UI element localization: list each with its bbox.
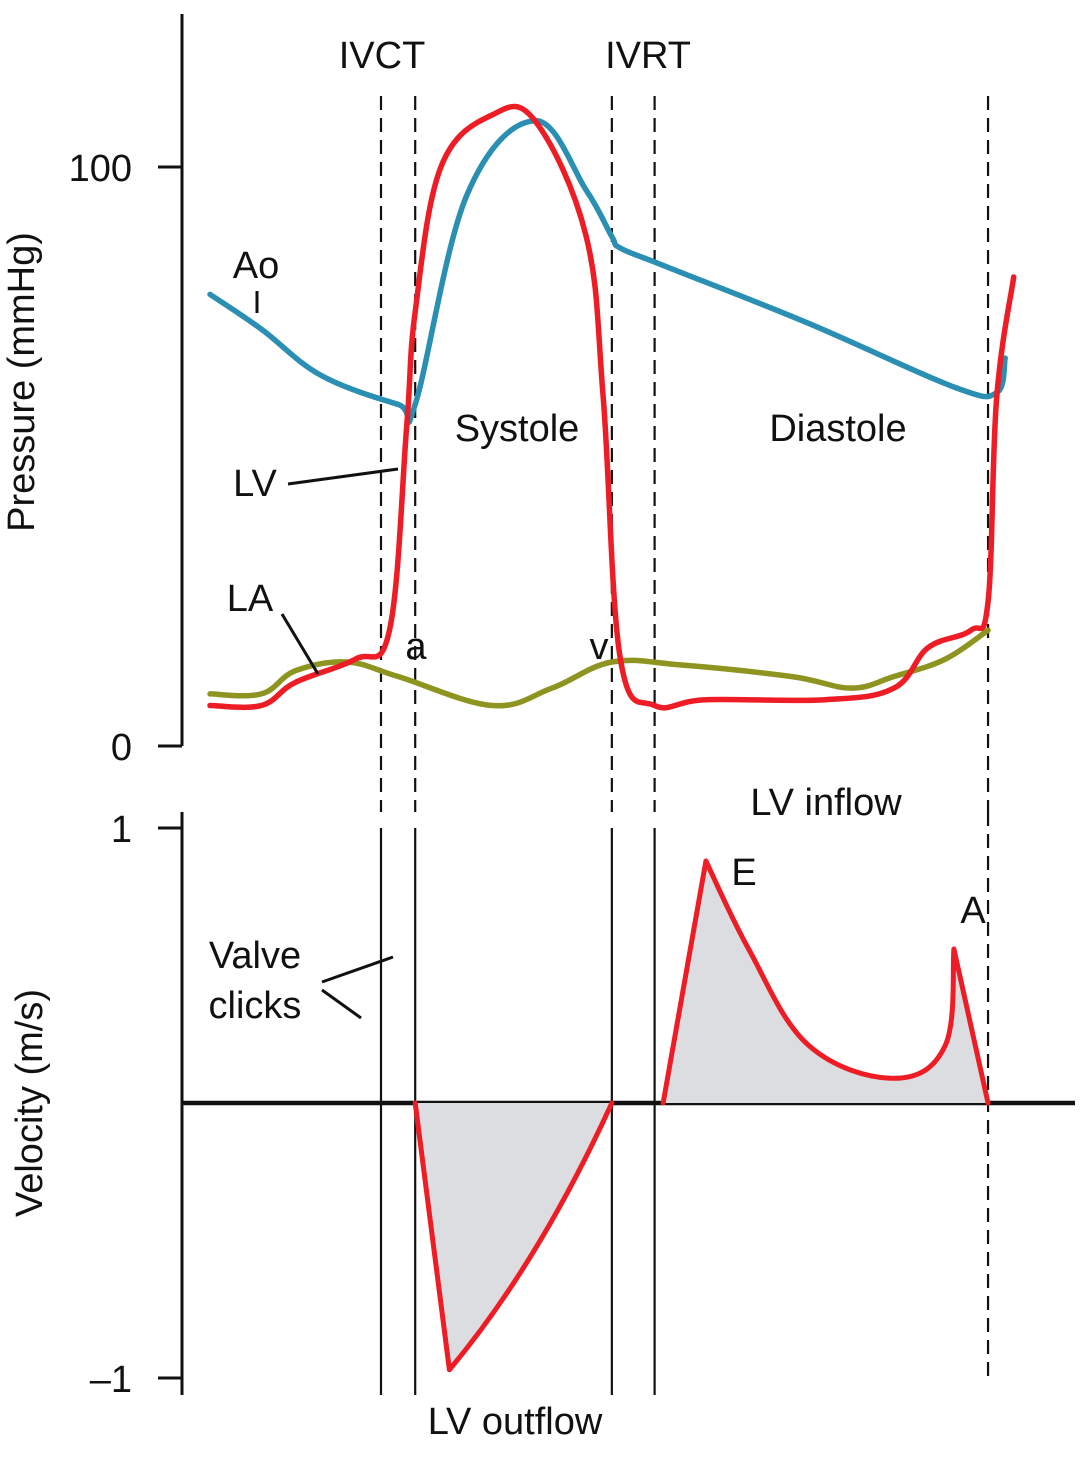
lv-pressure-curve	[207, 103, 1017, 711]
valve-click-pointer-lower	[321, 988, 362, 1020]
ivct-label: IVCT	[339, 35, 426, 77]
e-wave-label: E	[731, 852, 756, 894]
lv-pointer-line	[287, 467, 399, 486]
lv-inflow-area-fill	[663, 861, 989, 1103]
velocity-tick-label-minus1: –1	[90, 1359, 132, 1401]
valve-label: Valve	[209, 935, 301, 977]
la-label: LA	[227, 578, 274, 620]
la-pointer-line	[280, 613, 320, 675]
lv-outflow-label: LV outflow	[428, 1401, 603, 1443]
ao-label: Ao	[233, 245, 279, 287]
v-wave-label: v	[590, 626, 609, 668]
pressure-tick-label-100: 100	[69, 148, 132, 190]
valve-click-pointer-upper	[321, 955, 394, 984]
clicks-label: clicks	[209, 985, 302, 1027]
pressure-series	[207, 103, 1017, 711]
a-peak-label: A	[960, 890, 986, 932]
a-wave-label: a	[405, 626, 427, 668]
velocity-tick-label-1: 1	[111, 809, 132, 851]
velocity-axis-title: Velocity (m/s)	[9, 989, 51, 1217]
la-pressure-curve	[207, 627, 991, 709]
pressure-tick-label-0: 0	[111, 727, 132, 769]
diastole-label: Diastole	[769, 408, 906, 450]
lv-outflow-area-fill	[415, 1103, 612, 1370]
lv-inflow-curve	[660, 858, 991, 1106]
lv-outflow-curve	[412, 1100, 615, 1373]
systole-label: Systole	[455, 408, 580, 450]
lv-label: LV	[233, 463, 277, 505]
ao-pressure-curve	[207, 117, 1008, 425]
velocity-series	[412, 858, 991, 1373]
pressure-axis-title: Pressure (mmHg)	[1, 232, 43, 532]
timing-markers	[379, 96, 990, 1395]
lv-inflow-label: LV inflow	[750, 782, 902, 824]
axes	[158, 14, 1075, 1395]
ivrt-label: IVRT	[605, 35, 691, 77]
